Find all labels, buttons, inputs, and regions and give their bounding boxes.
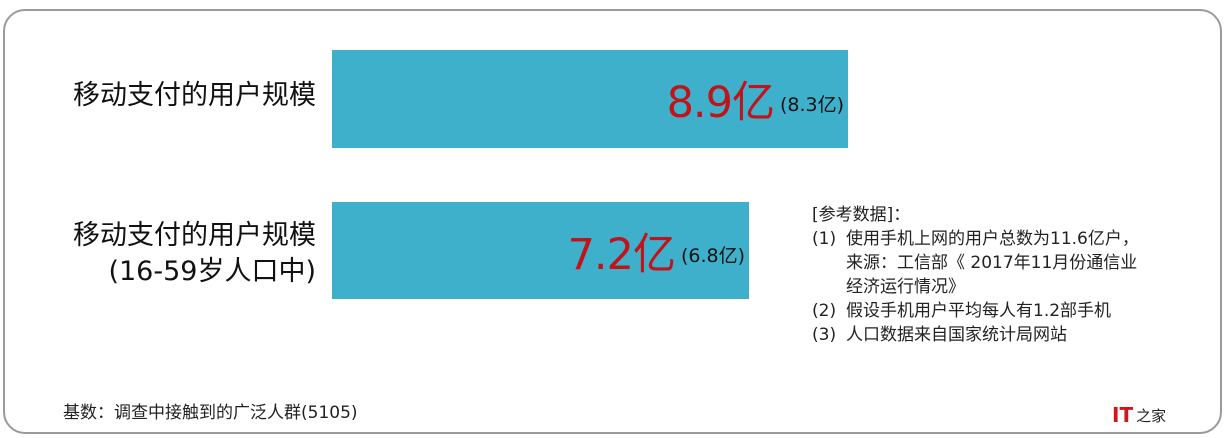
reference-item-3: (3) 人口数据来自国家统计局网站 xyxy=(812,323,1212,347)
reference-number: (1) xyxy=(812,229,837,249)
bar-label-2-line-1: 移动支付的用户规模 xyxy=(73,220,316,251)
ithome-logo-icon: IT 之家 xyxy=(1112,401,1196,429)
reference-number: (2) xyxy=(812,301,837,321)
bar-1: 8.9亿 (8.3亿) xyxy=(332,50,848,148)
bar-label-2: 移动支付的用户规模 (16-59岁人口中) xyxy=(73,218,316,290)
reference-item-2: (2) 假设手机用户平均每人有1.2部手机 xyxy=(812,299,1212,323)
reference-notes: [参考数据]： (1) 使用手机上网的用户总数为11.6亿户， 来源：工信部《 … xyxy=(812,203,1212,347)
logo-zhi-text: 之家 xyxy=(1136,406,1167,425)
bar-label-1: 移动支付的用户规模 xyxy=(73,78,316,114)
reference-line: 经济运行情况》 xyxy=(846,277,965,297)
bar-2-subvalue: (6.8亿) xyxy=(680,245,745,267)
bar-2: 7.2亿 (6.8亿) xyxy=(332,202,749,299)
reference-text: 人口数据来自国家统计局网站 xyxy=(846,323,1212,347)
reference-line: 来源：工信部《 2017年11月份通信业 xyxy=(846,253,1138,273)
logo-it-text: IT xyxy=(1112,403,1134,427)
reference-number: (3) xyxy=(812,325,837,345)
bar-1-subvalue: (8.3亿) xyxy=(779,93,844,116)
bar-label-2-line-2: (16-59岁人口中) xyxy=(108,256,316,287)
bar-label-1-line-1: 移动支付的用户规模 xyxy=(73,80,316,111)
bar-2-data-label: 7.2亿 (6.8亿) xyxy=(568,202,749,299)
reference-line: 使用手机上网的用户总数为11.6亿户， xyxy=(846,229,1139,249)
reference-header: [参考数据]： xyxy=(812,205,911,225)
reference-text: 使用手机上网的用户总数为11.6亿户， 来源：工信部《 2017年11月份通信业… xyxy=(846,227,1212,299)
reference-line: 人口数据来自国家统计局网站 xyxy=(846,325,1067,345)
bar-2-value: 7.2亿 xyxy=(567,229,676,280)
reference-text: 假设手机用户平均每人有1.2部手机 xyxy=(846,299,1212,323)
bar-1-data-label: 8.9亿 (8.3亿) xyxy=(667,50,848,148)
base-note: 基数：调查中接触到的广泛人群(5105) xyxy=(63,403,358,423)
reference-item-1: (1) 使用手机上网的用户总数为11.6亿户， 来源：工信部《 2017年11月… xyxy=(812,227,1212,299)
reference-line: 假设手机用户平均每人有1.2部手机 xyxy=(846,301,1112,321)
bar-1-value: 8.9亿 xyxy=(666,78,775,128)
